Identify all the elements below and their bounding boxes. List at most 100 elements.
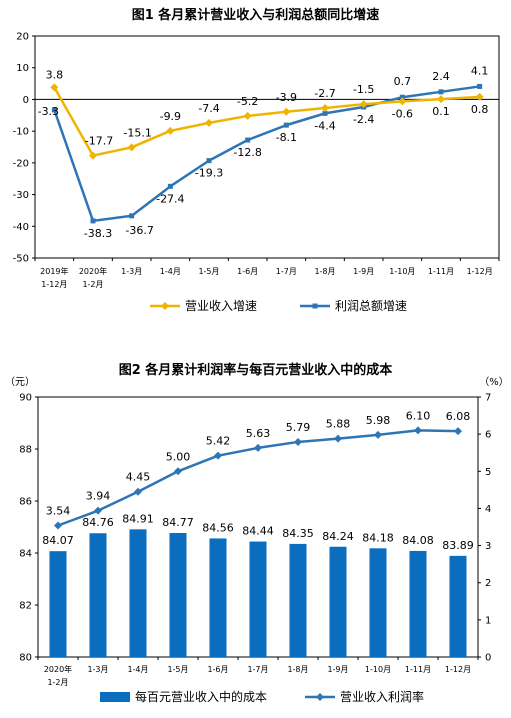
chart-2: 图2 各月累计利润率与每百元营业收入中的成本 （元） （%） 80 82 84 86 88 90… [5, 362, 509, 704]
chart-1-revenue-line [53, 86, 480, 157]
chart-2-margin-data-label: 4.45 [126, 471, 151, 484]
chart-1-revenue-data-label: 0.1 [432, 105, 450, 118]
chart-2-x-tick-label: 1-4月 [127, 665, 148, 674]
chart-1-revenue-data-label: -9.9 [160, 110, 181, 123]
chart-1-profit-point [206, 158, 212, 164]
chart-2-x-tick-label: 2020年 [44, 664, 72, 674]
chart-2-cost-data-label: 84.08 [402, 534, 434, 547]
chart-2-legend-margin-marker [316, 693, 324, 701]
chart-2-x-tick-label: 1-2月 [47, 678, 68, 687]
chart-1-revenue-data-label: -17.7 [85, 135, 113, 148]
chart-1-revenue-point [437, 95, 445, 104]
chart-2-legend-cost-swatch [100, 692, 130, 702]
chart-1-revenue-data-label: -3.9 [276, 91, 297, 104]
chart-2-cost-data-label: 83.89 [442, 539, 474, 552]
chart-1-y-tick-label: 0 [23, 95, 29, 106]
chart-2-margin-data-label: 6.10 [406, 409, 431, 422]
chart-2-cost-data-label: 84.18 [362, 531, 394, 544]
chart-2-x-tick-label: 1-11月 [405, 665, 431, 674]
chart-1-x-tick-label: 2019年 [40, 266, 68, 276]
chart-2-margin-data-label: 3.54 [46, 505, 71, 518]
chart-2-cost-data-label: 84.07 [42, 534, 74, 547]
chart-1-x-tick-label: 1-8月 [314, 267, 335, 276]
chart-1-profit-data-label: -27.4 [156, 192, 184, 205]
chart-2-cost-bar [449, 555, 467, 657]
chart-1-legend-revenue-marker [161, 302, 169, 310]
chart-1-profit-data-label: -3.3 [38, 105, 59, 118]
chart-2-right-tick-label: 6 [485, 430, 491, 441]
chart-2-cost-bar [409, 550, 427, 657]
chart-1-x-tick-label: 1-3月 [121, 267, 142, 276]
chart-1-profit-point [322, 110, 328, 116]
chart-2-margin-data-label: 5.88 [326, 418, 351, 431]
chart-2-margin-point [374, 430, 382, 439]
chart-1-profit-data-label: -19.3 [195, 167, 223, 180]
chart-1-legend-profit-marker [312, 303, 318, 309]
chart-1-revenue-data-label: -1.5 [353, 83, 374, 96]
chart-2-left-tick-label: 84 [19, 549, 32, 560]
chart-2-margin-point [334, 434, 342, 443]
chart-2-cost-bar [329, 546, 347, 657]
chart-1-revenue-point [166, 126, 175, 135]
chart-2-cost-data-label: 84.44 [242, 525, 274, 538]
chart-1-revenue-point [359, 100, 368, 109]
chart-2-margin-point [454, 427, 462, 436]
chart-1-profit-data-label: -2.4 [353, 113, 374, 126]
chart-1-profit-data-label: 0.7 [394, 75, 412, 88]
chart-2-right-tick-label: 4 [485, 504, 491, 515]
chart-2-title: 图2 各月累计利润率与每百元营业收入中的成本 [119, 362, 393, 378]
chart-1-x-tick-label: 1-9月 [353, 267, 374, 276]
chart-1-y-tick-label: 10 [16, 63, 29, 74]
chart-2-margin-data-label: 5.63 [246, 427, 271, 440]
chart-1-profit-data-label: 2.4 [432, 70, 450, 83]
chart-2-cost-data-label: 84.35 [282, 527, 314, 540]
chart-2-cost-bar [289, 543, 307, 657]
chart-1-y-tick-label: -50 [13, 254, 29, 265]
chart-1-revenue-point [89, 151, 97, 160]
chart-2-x-tick-label: 1-8月 [287, 665, 308, 674]
chart-1-profit-data-label: -12.8 [233, 146, 261, 159]
chart-1-profit-data-label: -36.7 [125, 224, 153, 237]
chart-2-margin-data-label: 5.98 [366, 414, 391, 427]
chart-1-profit-line [53, 85, 480, 223]
chart-2-margin-data-label: 5.42 [206, 435, 231, 448]
chart-1-revenue-point [127, 143, 136, 152]
chart-2-cost-bar [49, 551, 67, 657]
chart-2-legend-margin-label: 营业收入利润率 [340, 689, 424, 704]
chart-1-revenue-point [475, 92, 484, 101]
chart-2-x-tick-label: 1-5月 [167, 665, 188, 674]
chart-1-profit-point [129, 213, 135, 219]
chart-2-cost-bar [129, 529, 147, 657]
chart-1-x-tick-label: 1-7月 [276, 267, 297, 276]
chart-2-margin-point [414, 426, 422, 435]
chart-1-revenue-point [243, 111, 252, 120]
chart-1-revenue-data-label: 0.8 [471, 103, 489, 116]
chart-2-left-tick-label: 86 [19, 497, 32, 508]
chart-2-x-tick-label: 1-6月 [207, 665, 228, 674]
chart-1-revenue-point [205, 118, 213, 127]
chart-2-x-tick-label: 1-12月 [445, 665, 471, 674]
chart-1-profit-data-label: -38.3 [84, 227, 112, 240]
chart-2-right-tick-label: 0 [485, 653, 491, 664]
chart-1-x-tick-label: 1-2月 [82, 280, 103, 289]
chart-1-legend-profit-label: 利润总额增速 [335, 299, 407, 313]
chart-1-revenue-point [50, 83, 59, 92]
chart-1-x-tick-label: 1-12月 [467, 267, 493, 276]
chart-2-right-tick-label: 1 [485, 615, 491, 626]
chart-1-profit-point [51, 107, 57, 113]
chart-2-margin-point [214, 451, 222, 460]
chart-2-cost-data-label: 84.91 [122, 512, 154, 525]
chart-1-revenue-point [282, 107, 291, 116]
chart-1-x-tick-label: 1-11月 [428, 267, 454, 276]
chart-1-x-tick-label: 1-12月 [41, 280, 67, 289]
chart-1-x-tick-label: 1-10月 [389, 267, 415, 276]
chart-2-cost-bar [89, 533, 107, 657]
chart-1-revenue-data-label: -5.2 [237, 95, 258, 108]
chart-1-profit-data-label: -8.1 [276, 131, 297, 144]
chart-2-cost-bar [249, 541, 267, 657]
chart-2-right-tick-label: 2 [485, 578, 491, 589]
chart-1-profit-point [399, 94, 405, 100]
chart-1-y-tick-label: -20 [13, 158, 29, 169]
chart-2-x-tick-label: 1-10月 [365, 665, 391, 674]
